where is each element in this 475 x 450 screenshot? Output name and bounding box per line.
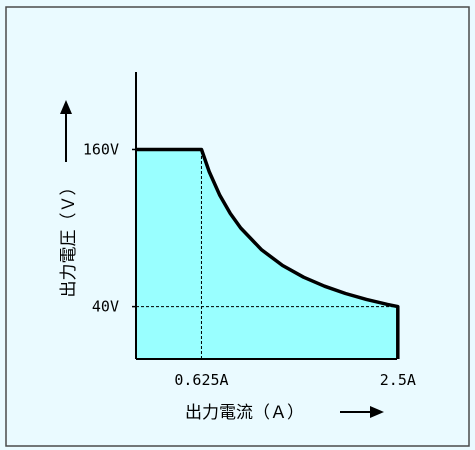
- y-axis-title: 出力電圧（Ｖ）: [59, 179, 79, 298]
- x-axis-arrow-icon: [370, 406, 384, 418]
- y-tick-label: 160V: [83, 140, 119, 158]
- x-tick-labels: 0.625A 2.5A: [174, 371, 416, 389]
- x-tick-label: 0.625A: [174, 371, 228, 389]
- x-axis-title-group: 出力電流（Ａ）: [185, 403, 384, 423]
- y-tick-label: 40V: [92, 298, 119, 316]
- frame-border: [5, 6, 470, 447]
- y-axis-title-group: 出力電圧（Ｖ）: [59, 100, 79, 298]
- x-axis-title: 出力電流（Ａ）: [185, 403, 304, 423]
- boundary-line: [136, 147, 400, 359]
- y-axis-arrow-icon: [60, 100, 72, 114]
- y-tick-labels: 160V 40V: [83, 140, 136, 316]
- x-tick-label: 2.5A: [380, 371, 416, 389]
